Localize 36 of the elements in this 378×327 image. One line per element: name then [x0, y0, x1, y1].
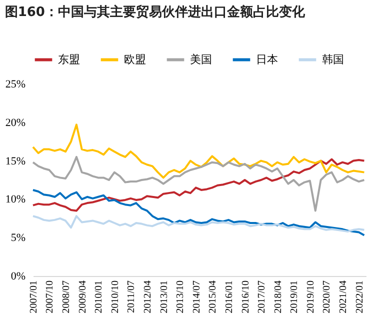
y-tick-label: 15% [5, 155, 26, 168]
x-tick-label: 2011/07 [126, 280, 138, 313]
x-tick-label: 2018/04 [272, 280, 284, 314]
line-series [32, 188, 366, 236]
x-tick-label: 2012/04 [142, 280, 154, 314]
legend-label: 韩国 [322, 52, 344, 66]
x-tick-label: 2007/01 [28, 280, 40, 314]
x-tick-label: 2021/04 [338, 280, 350, 314]
y-tick-label: 20% [5, 116, 26, 129]
x-tick-label: 2009/04 [77, 280, 88, 314]
y-tick-label: 25% [5, 78, 26, 90]
x-tick-label: 2007/10 [44, 280, 56, 314]
line-series [32, 215, 366, 232]
x-tick-label: 2008/07 [61, 280, 72, 314]
x-tick-label: 2013/10 [175, 280, 186, 314]
x-tick-label: 2022/01 [354, 280, 366, 314]
x-tick-label: 2017/07 [256, 280, 268, 314]
y-tick-label: 5% [10, 232, 26, 244]
x-tick-label: 2020/07 [322, 280, 333, 314]
chart-title: 图160：中国与其主要贸易伙伴进出口金额占比变化 [4, 4, 306, 20]
x-tick-label: 2010/01 [94, 280, 105, 314]
line-series [32, 124, 366, 179]
y-tick-label: 0% [10, 270, 26, 282]
y-tick-label: 10% [5, 194, 26, 206]
legend-label: 东盟 [58, 52, 80, 66]
x-tick-label: 2019/10 [305, 280, 316, 314]
x-tick-label: 2013/01 [158, 280, 170, 314]
legend-label: 欧盟 [124, 52, 146, 66]
x-tick-label: 2014/07 [191, 280, 202, 314]
legend-label: 美国 [190, 52, 212, 66]
x-tick-label: 2016/10 [240, 280, 252, 314]
x-tick-label: 2016/01 [224, 280, 235, 314]
x-tick-label: 2015/04 [208, 280, 219, 314]
legend-label: 日本 [256, 52, 278, 66]
x-tick-label: 2010/10 [110, 280, 121, 314]
x-tick-label: 2019/01 [289, 280, 300, 314]
